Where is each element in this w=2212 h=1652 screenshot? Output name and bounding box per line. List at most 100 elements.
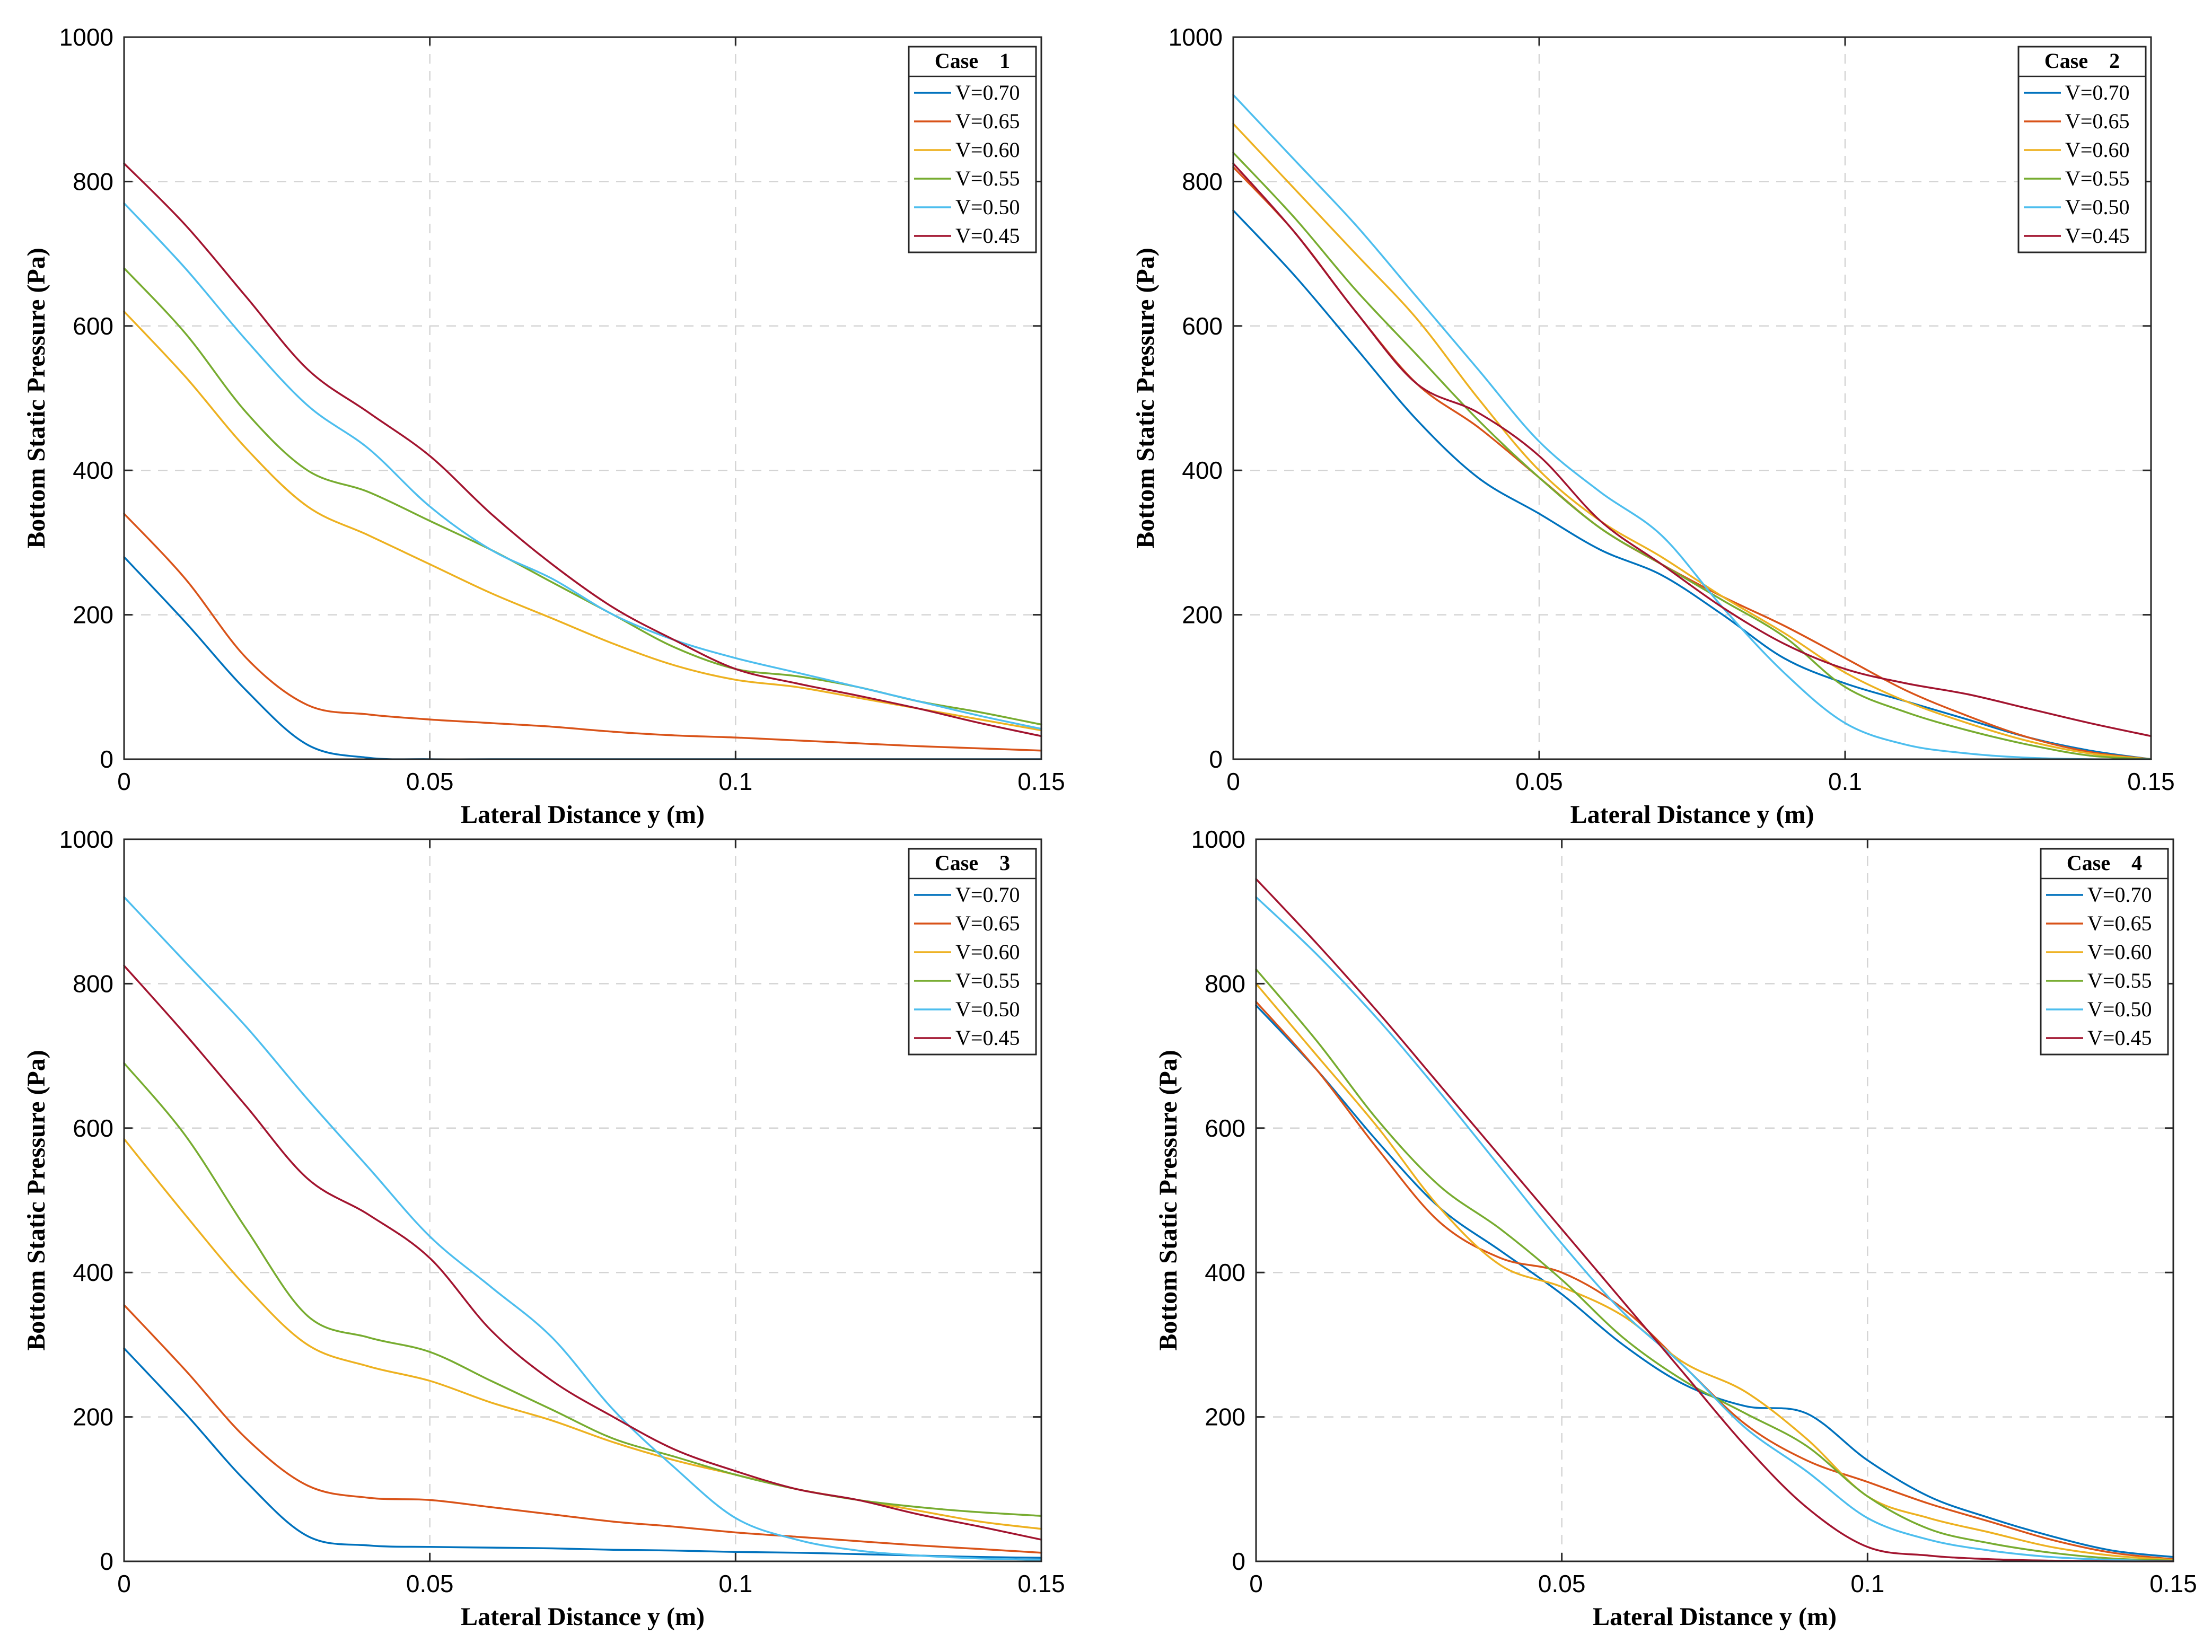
legend-title: Case 4 bbox=[2067, 851, 2142, 875]
legend-entry: V=0.55 bbox=[2087, 969, 2152, 992]
legend-entry: V=0.65 bbox=[2065, 109, 2129, 133]
series-line-v-0-65 bbox=[123, 513, 1042, 752]
y-tick-label: 600 bbox=[1182, 312, 1223, 340]
chart-panel-1: 0 0.05 0.1 0.15 0 200 400 600 800 1000 Lateral Dis… bbox=[22, 23, 1065, 829]
chart-panel-4: 0 0.05 0.1 0.15 0 200 400 600 800 1000 Lateral Dis… bbox=[1154, 825, 2197, 1631]
y-tick-label: 600 bbox=[73, 1114, 113, 1142]
x-tick-label: 0 bbox=[1249, 1570, 1263, 1597]
legend-entry: V=0.55 bbox=[955, 166, 1020, 190]
y-tick-label: 400 bbox=[1182, 456, 1223, 484]
legend-entry: V=0.60 bbox=[2065, 138, 2129, 162]
legend: Case 2 V=0.70 V=0.65 V=0.60 V=0.55 V=0.50 V=0.… bbox=[2017, 46, 2147, 253]
x-tick-label: 0.05 bbox=[1538, 1570, 1586, 1597]
y-tick-label: 200 bbox=[1182, 601, 1223, 629]
y-tick-label: 1000 bbox=[1169, 23, 1223, 51]
x-axis-label: Lateral Distance y (m) bbox=[1593, 1603, 1837, 1631]
chart-panel-2: 0 0.05 0.1 0.15 0 200 400 600 800 1000 Lateral Dis… bbox=[1131, 23, 2175, 829]
series-line-v-0-50 bbox=[123, 896, 1042, 1561]
y-tick-label: 800 bbox=[1182, 168, 1223, 195]
x-tick-label: 0.1 bbox=[1828, 768, 1862, 795]
legend-entry: V=0.45 bbox=[2087, 1026, 2152, 1050]
legend-entry: V=0.45 bbox=[2065, 224, 2129, 248]
y-tick-label: 1000 bbox=[59, 825, 113, 853]
series-line-v-0-45 bbox=[1255, 878, 2174, 1562]
legend-entry: V=0.55 bbox=[955, 969, 1020, 992]
series-line-v-0-60 bbox=[1232, 122, 2152, 760]
y-tick-label: 800 bbox=[73, 168, 113, 195]
plot-frame bbox=[1255, 838, 2174, 1562]
legend-entry: V=0.50 bbox=[955, 195, 1020, 219]
y-tick-label: 400 bbox=[73, 1259, 113, 1286]
y-tick-label: 600 bbox=[73, 312, 113, 340]
y-tick-label: 800 bbox=[1205, 970, 1245, 997]
x-tick-label: 0.05 bbox=[406, 1570, 454, 1597]
legend: Case 4 V=0.70 V=0.65 V=0.60 V=0.55 V=0.50 V=0.… bbox=[2040, 848, 2169, 1056]
y-tick-label: 1000 bbox=[1191, 825, 1245, 853]
y-axis-label: Bottom Static Pressure (Pa) bbox=[22, 1050, 50, 1350]
y-tick-label: 400 bbox=[1205, 1259, 1245, 1286]
x-tick-label: 0 bbox=[1226, 768, 1240, 795]
legend-title: Case 2 bbox=[2044, 49, 2120, 73]
x-tick-label: 0.1 bbox=[1850, 1570, 1884, 1597]
legend-entry: V=0.70 bbox=[955, 883, 1020, 907]
y-tick-label: 200 bbox=[1205, 1403, 1245, 1431]
plot-area bbox=[1256, 839, 2173, 1561]
legend-entry: V=0.70 bbox=[955, 81, 1020, 104]
x-tick-label: 0.05 bbox=[406, 768, 454, 795]
series-line-v-0-70 bbox=[1232, 209, 2152, 760]
legend-entry: V=0.65 bbox=[2087, 911, 2152, 935]
chart-panel-3: 0 0.05 0.1 0.15 0 200 400 600 800 1000 Lateral Dis… bbox=[22, 825, 1065, 1631]
plot-frame bbox=[1232, 36, 2152, 760]
x-axis-label: Lateral Distance y (m) bbox=[461, 801, 705, 829]
y-tick-label: 600 bbox=[1205, 1114, 1245, 1142]
legend-title: Case 1 bbox=[935, 49, 1010, 73]
series-line-v-0-45 bbox=[1232, 162, 2152, 737]
legend: Case 3 V=0.70 V=0.65 V=0.60 V=0.55 V=0.50 V=0.… bbox=[908, 848, 1037, 1056]
legend-entry: V=0.65 bbox=[955, 109, 1020, 133]
series-line-v-0-70 bbox=[123, 1347, 1042, 1559]
legend-entry: V=0.65 bbox=[955, 911, 1020, 935]
series-line-v-0-70 bbox=[1255, 1004, 2174, 1558]
plot-area bbox=[124, 839, 1041, 1561]
legend-entry: V=0.60 bbox=[955, 940, 1020, 964]
series-line-v-0-50 bbox=[1255, 896, 2174, 1562]
x-tick-label: 0.15 bbox=[2149, 1570, 2197, 1597]
y-tick-label: 0 bbox=[1232, 1548, 1245, 1575]
x-tick-label: 0.15 bbox=[1017, 1570, 1065, 1597]
legend-entry: V=0.50 bbox=[2087, 997, 2152, 1021]
legend-entry: V=0.60 bbox=[955, 138, 1020, 162]
legend-entry: V=0.45 bbox=[955, 1026, 1020, 1050]
y-axis-label: Bottom Static Pressure (Pa) bbox=[22, 248, 50, 548]
series-line-v-0-65 bbox=[123, 1304, 1042, 1554]
legend-entry: V=0.50 bbox=[2065, 195, 2129, 219]
plot-frame bbox=[123, 838, 1042, 1562]
legend-entry: V=0.50 bbox=[955, 997, 1020, 1021]
x-tick-label: 0 bbox=[117, 768, 131, 795]
y-axis-label: Bottom Static Pressure (Pa) bbox=[1131, 248, 1160, 548]
y-tick-label: 200 bbox=[73, 1403, 113, 1431]
plot-frame bbox=[123, 36, 1042, 760]
y-tick-label: 400 bbox=[73, 456, 113, 484]
legend-entry: V=0.70 bbox=[2065, 81, 2129, 104]
series-line-v-0-55 bbox=[1255, 968, 2174, 1562]
y-tick-label: 0 bbox=[100, 1548, 113, 1575]
series-line-v-0-45 bbox=[123, 162, 1042, 737]
legend-entry: V=0.70 bbox=[2087, 883, 2152, 907]
series-line-v-0-60 bbox=[123, 310, 1042, 732]
legend: Case 1 V=0.70 V=0.65 V=0.60 V=0.55 V=0.50 V=0.… bbox=[908, 46, 1037, 253]
y-tick-label: 800 bbox=[73, 970, 113, 997]
plot-area bbox=[1233, 37, 2151, 759]
series-line-v-0-50 bbox=[123, 202, 1042, 730]
x-tick-label: 0.15 bbox=[1017, 768, 1065, 795]
legend-entry: V=0.55 bbox=[2065, 166, 2129, 190]
y-tick-label: 0 bbox=[100, 745, 113, 773]
series-line-v-0-50 bbox=[1232, 94, 2152, 760]
x-tick-label: 0 bbox=[117, 1570, 131, 1597]
x-tick-label: 0.1 bbox=[718, 1570, 752, 1597]
x-tick-label: 0.15 bbox=[2127, 768, 2175, 795]
y-tick-label: 0 bbox=[1209, 745, 1223, 773]
series-line-v-0-55 bbox=[123, 1062, 1042, 1517]
x-tick-label: 0.1 bbox=[718, 768, 752, 795]
x-tick-label: 0.05 bbox=[1515, 768, 1563, 795]
